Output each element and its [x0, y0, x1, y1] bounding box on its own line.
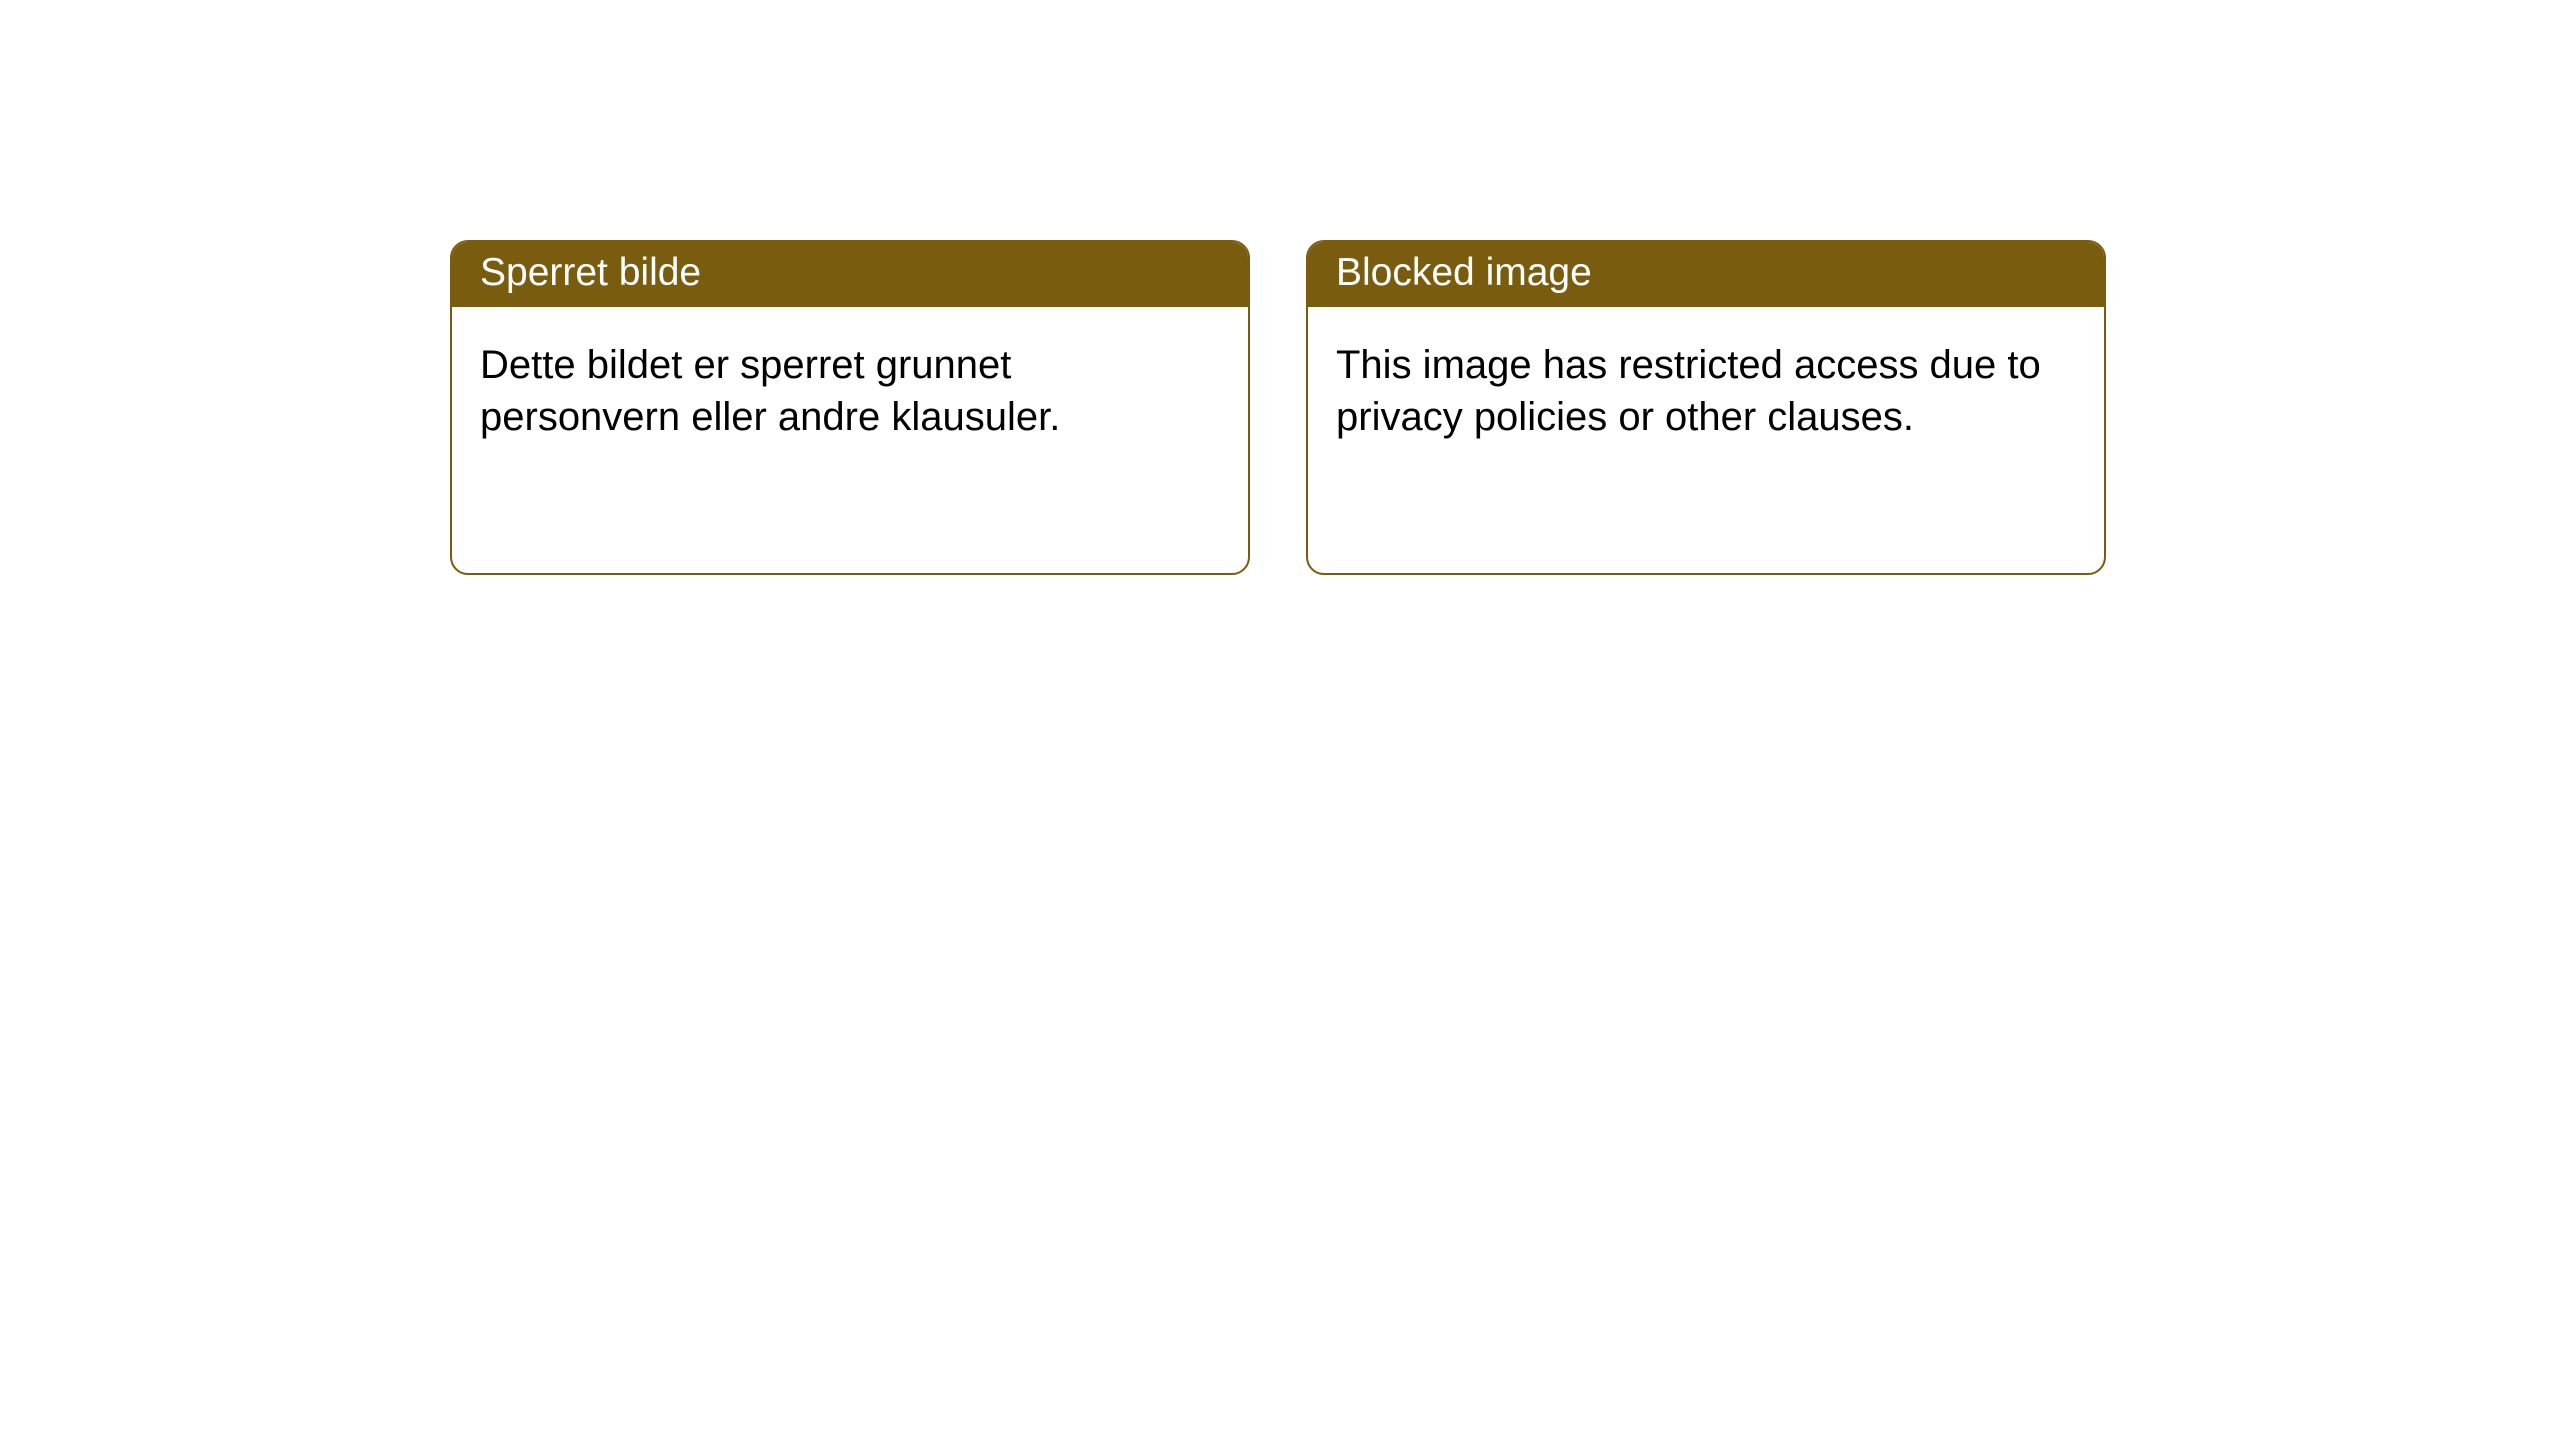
card-body: Dette bildet er sperret grunnet personve…	[452, 307, 1248, 475]
card-header: Sperret bilde	[452, 242, 1248, 307]
blocked-image-card-en: Blocked image This image has restricted …	[1306, 240, 2106, 575]
blocked-image-card-no: Sperret bilde Dette bildet er sperret gr…	[450, 240, 1250, 575]
notice-cards-container: Sperret bilde Dette bildet er sperret gr…	[0, 0, 2560, 575]
card-body: This image has restricted access due to …	[1308, 307, 2104, 475]
card-header: Blocked image	[1308, 242, 2104, 307]
